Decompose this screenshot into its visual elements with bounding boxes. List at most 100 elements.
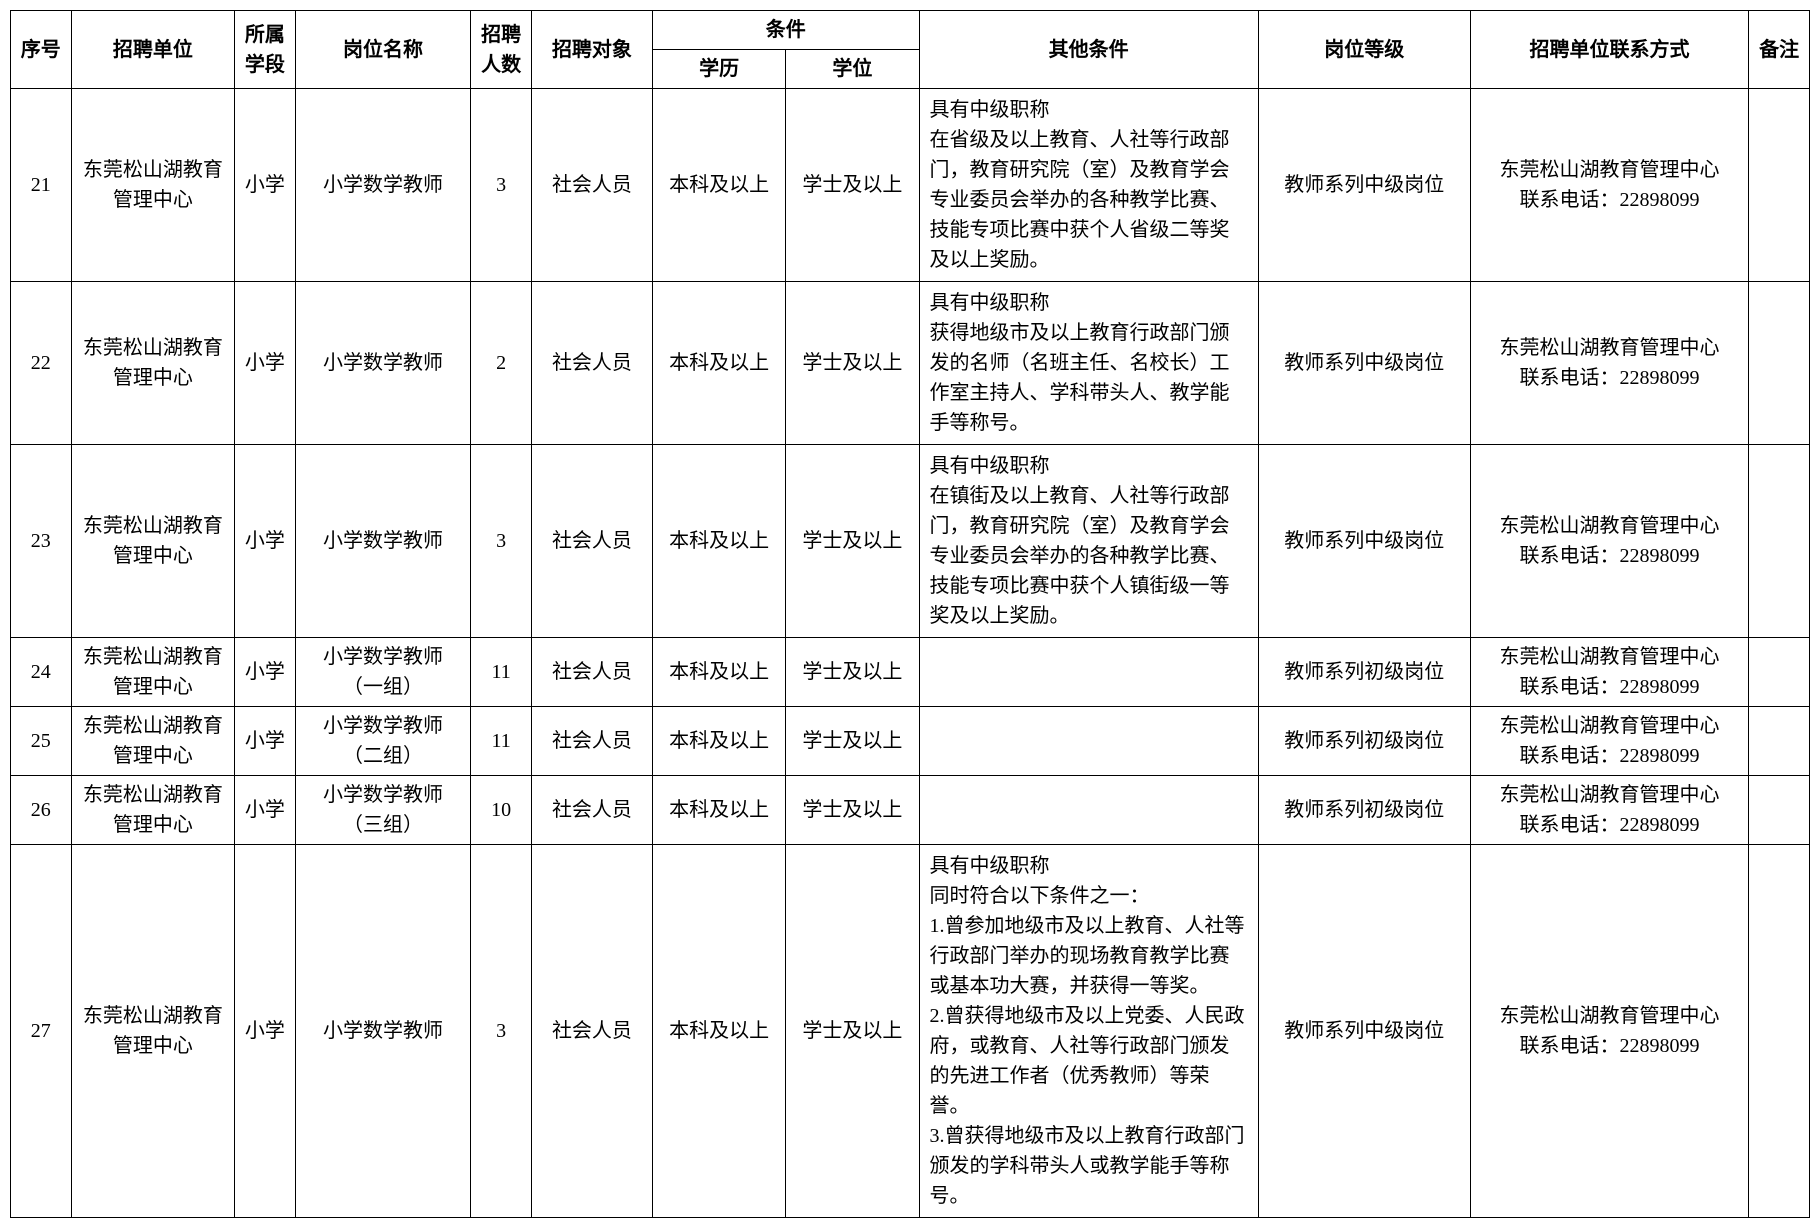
- cell-other: 具有中级职称获得地级市及以上教育行政部门颁发的名师（名班主任、名校长）工作室主持…: [919, 282, 1258, 445]
- header-note: 备注: [1749, 11, 1810, 89]
- cell-other: 具有中级职称同时符合以下条件之一：1.曾参加地级市及以上教育、人社等行政部门举办…: [919, 845, 1258, 1218]
- cell-deg: 学士及以上: [786, 845, 919, 1218]
- cell-num: 11: [471, 707, 532, 776]
- cell-edu: 本科及以上: [653, 282, 786, 445]
- header-edu: 学历: [653, 50, 786, 89]
- cell-stage: 小学: [235, 776, 296, 845]
- cell-pos: 小学数学教师（一组）: [295, 638, 471, 707]
- cell-note: [1749, 282, 1810, 445]
- cell-contact: 东莞松山湖教育管理中心联系电话：22898099: [1470, 89, 1749, 282]
- cell-stage: 小学: [235, 707, 296, 776]
- header-pos: 岗位名称: [295, 11, 471, 89]
- cell-deg: 学士及以上: [786, 89, 919, 282]
- cell-note: [1749, 707, 1810, 776]
- cell-unit: 东莞松山湖教育管理中心: [71, 707, 235, 776]
- cell-pos: 小学数学教师: [295, 845, 471, 1218]
- table-row: 27东莞松山湖教育管理中心小学小学数学教师3社会人员本科及以上学士及以上具有中级…: [11, 845, 1810, 1218]
- cell-contact: 东莞松山湖教育管理中心联系电话：22898099: [1470, 845, 1749, 1218]
- table-row: 26东莞松山湖教育管理中心小学小学数学教师（三组）10社会人员本科及以上学士及以…: [11, 776, 1810, 845]
- table-row: 25东莞松山湖教育管理中心小学小学数学教师（二组）11社会人员本科及以上学士及以…: [11, 707, 1810, 776]
- cell-deg: 学士及以上: [786, 707, 919, 776]
- cell-stage: 小学: [235, 445, 296, 638]
- header-other: 其他条件: [919, 11, 1258, 89]
- cell-edu: 本科及以上: [653, 638, 786, 707]
- cell-target: 社会人员: [531, 89, 652, 282]
- cell-stage: 小学: [235, 845, 296, 1218]
- recruitment-table: 序号 招聘单位 所属学段 岗位名称 招聘人数 招聘对象 条件 其他条件 岗位等级…: [10, 10, 1810, 1218]
- cell-note: [1749, 638, 1810, 707]
- cell-other: 具有中级职称在省级及以上教育、人社等行政部门，教育研究院（室）及教育学会专业委员…: [919, 89, 1258, 282]
- cell-note: [1749, 845, 1810, 1218]
- cell-deg: 学士及以上: [786, 638, 919, 707]
- cell-level: 教师系列中级岗位: [1258, 845, 1470, 1218]
- cell-level: 教师系列中级岗位: [1258, 445, 1470, 638]
- cell-deg: 学士及以上: [786, 445, 919, 638]
- cell-level: 教师系列中级岗位: [1258, 89, 1470, 282]
- cell-stage: 小学: [235, 638, 296, 707]
- cell-edu: 本科及以上: [653, 89, 786, 282]
- cell-unit: 东莞松山湖教育管理中心: [71, 89, 235, 282]
- header-seq: 序号: [11, 11, 72, 89]
- cell-deg: 学士及以上: [786, 776, 919, 845]
- cell-target: 社会人员: [531, 845, 652, 1218]
- header-stage: 所属学段: [235, 11, 296, 89]
- header-cond: 条件: [653, 11, 920, 50]
- cell-num: 3: [471, 445, 532, 638]
- header-target: 招聘对象: [531, 11, 652, 89]
- cell-pos: 小学数学教师（二组）: [295, 707, 471, 776]
- cell-level: 教师系列初级岗位: [1258, 776, 1470, 845]
- table-header: 序号 招聘单位 所属学段 岗位名称 招聘人数 招聘对象 条件 其他条件 岗位等级…: [11, 11, 1810, 89]
- cell-other: [919, 707, 1258, 776]
- header-deg: 学位: [786, 50, 919, 89]
- cell-other: [919, 776, 1258, 845]
- cell-seq: 23: [11, 445, 72, 638]
- cell-seq: 22: [11, 282, 72, 445]
- cell-unit: 东莞松山湖教育管理中心: [71, 445, 235, 638]
- cell-edu: 本科及以上: [653, 445, 786, 638]
- table-body: 21东莞松山湖教育管理中心小学小学数学教师3社会人员本科及以上学士及以上具有中级…: [11, 89, 1810, 1218]
- cell-target: 社会人员: [531, 638, 652, 707]
- cell-unit: 东莞松山湖教育管理中心: [71, 776, 235, 845]
- table-row: 22东莞松山湖教育管理中心小学小学数学教师2社会人员本科及以上学士及以上具有中级…: [11, 282, 1810, 445]
- cell-other: 具有中级职称在镇街及以上教育、人社等行政部门，教育研究院（室）及教育学会专业委员…: [919, 445, 1258, 638]
- cell-level: 教师系列初级岗位: [1258, 638, 1470, 707]
- cell-level: 教师系列中级岗位: [1258, 282, 1470, 445]
- cell-target: 社会人员: [531, 707, 652, 776]
- cell-seq: 26: [11, 776, 72, 845]
- cell-pos: 小学数学教师: [295, 89, 471, 282]
- cell-stage: 小学: [235, 89, 296, 282]
- cell-num: 3: [471, 845, 532, 1218]
- cell-edu: 本科及以上: [653, 776, 786, 845]
- cell-num: 10: [471, 776, 532, 845]
- cell-unit: 东莞松山湖教育管理中心: [71, 282, 235, 445]
- cell-pos: 小学数学教师（三组）: [295, 776, 471, 845]
- cell-note: [1749, 89, 1810, 282]
- cell-note: [1749, 445, 1810, 638]
- table-row: 21东莞松山湖教育管理中心小学小学数学教师3社会人员本科及以上学士及以上具有中级…: [11, 89, 1810, 282]
- header-contact: 招聘单位联系方式: [1470, 11, 1749, 89]
- cell-seq: 25: [11, 707, 72, 776]
- cell-num: 11: [471, 638, 532, 707]
- cell-edu: 本科及以上: [653, 845, 786, 1218]
- cell-pos: 小学数学教师: [295, 282, 471, 445]
- cell-unit: 东莞松山湖教育管理中心: [71, 845, 235, 1218]
- header-level: 岗位等级: [1258, 11, 1470, 89]
- cell-seq: 27: [11, 845, 72, 1218]
- cell-seq: 21: [11, 89, 72, 282]
- cell-contact: 东莞松山湖教育管理中心联系电话：22898099: [1470, 707, 1749, 776]
- cell-target: 社会人员: [531, 445, 652, 638]
- cell-num: 2: [471, 282, 532, 445]
- cell-contact: 东莞松山湖教育管理中心联系电话：22898099: [1470, 638, 1749, 707]
- cell-other: [919, 638, 1258, 707]
- cell-seq: 24: [11, 638, 72, 707]
- cell-pos: 小学数学教师: [295, 445, 471, 638]
- cell-contact: 东莞松山湖教育管理中心联系电话：22898099: [1470, 776, 1749, 845]
- cell-target: 社会人员: [531, 282, 652, 445]
- header-num: 招聘人数: [471, 11, 532, 89]
- header-unit: 招聘单位: [71, 11, 235, 89]
- cell-edu: 本科及以上: [653, 707, 786, 776]
- cell-contact: 东莞松山湖教育管理中心联系电话：22898099: [1470, 282, 1749, 445]
- cell-unit: 东莞松山湖教育管理中心: [71, 638, 235, 707]
- table-row: 23东莞松山湖教育管理中心小学小学数学教师3社会人员本科及以上学士及以上具有中级…: [11, 445, 1810, 638]
- cell-level: 教师系列初级岗位: [1258, 707, 1470, 776]
